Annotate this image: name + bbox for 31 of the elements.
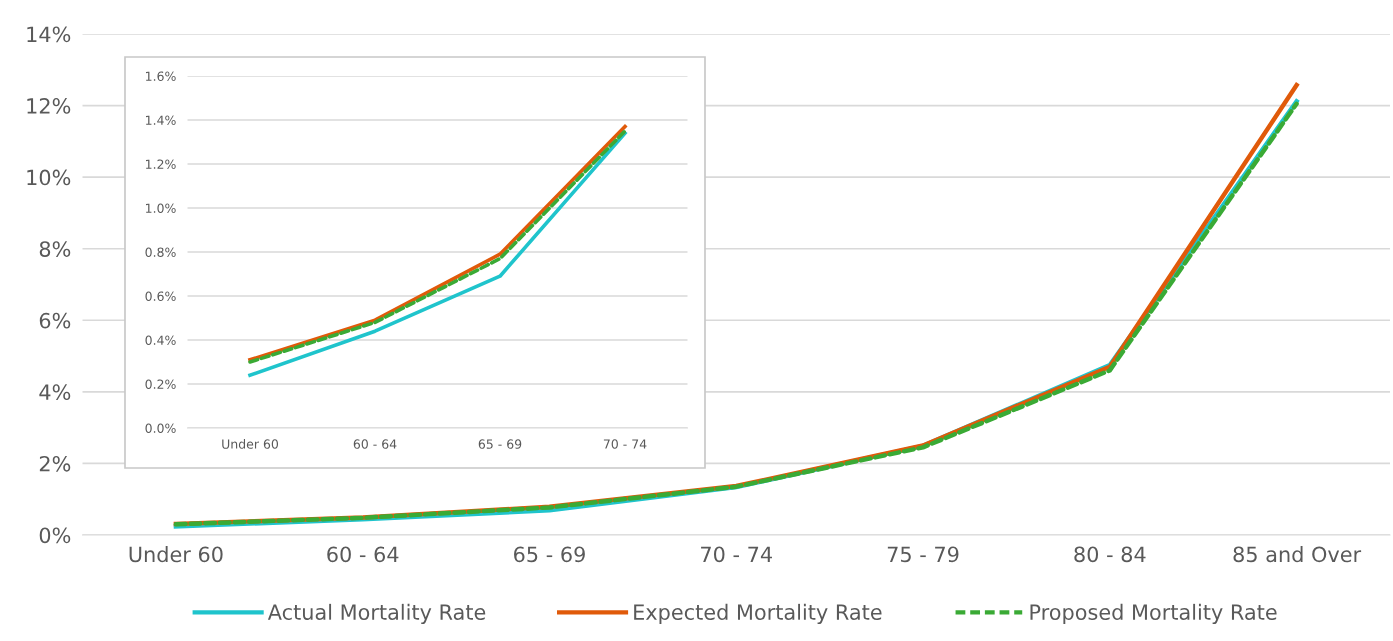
x-tick-label: 60 - 64 bbox=[327, 546, 399, 563]
y-tick-label: 12% bbox=[27, 98, 71, 114]
y-tick-label: 2% bbox=[39, 455, 71, 472]
y-tick-label: 1.2% bbox=[146, 159, 176, 169]
x-tick-label: 65 - 69 bbox=[478, 439, 522, 449]
x-tick-label: 80 - 84 bbox=[1074, 546, 1146, 563]
x-tick-label: Under 60 bbox=[222, 439, 279, 449]
y-tick-label: 1.6% bbox=[146, 71, 176, 81]
x-tick-label: 85 and Over bbox=[1233, 546, 1362, 563]
y-tick-label: 0.8% bbox=[145, 247, 176, 257]
y-tick-label: 14% bbox=[27, 26, 71, 43]
x-tick-label: 65 - 69 bbox=[514, 546, 585, 563]
y-tick-label: 0.0% bbox=[145, 423, 176, 433]
y-tick-label: 0% bbox=[39, 527, 71, 544]
legend-label: Proposed Mortality Rate bbox=[1030, 603, 1277, 625]
y-tick-label: 1.0% bbox=[146, 203, 176, 213]
x-tick-label: 75 - 79 bbox=[887, 546, 959, 563]
x-tick-label: 70 - 74 bbox=[603, 439, 647, 449]
y-tick-label: 0.4% bbox=[145, 335, 176, 345]
y-tick-label: 8% bbox=[39, 241, 71, 257]
x-tick-label: Under 60 bbox=[129, 546, 223, 563]
y-tick-label: 6% bbox=[39, 312, 71, 329]
x-tick-label: 60 - 64 bbox=[353, 439, 397, 449]
y-tick-label: 10% bbox=[27, 169, 71, 186]
y-tick-label: 0.2% bbox=[145, 379, 176, 389]
x-tick-label: 70 - 74 bbox=[701, 546, 772, 563]
y-tick-label: 1.4% bbox=[146, 115, 176, 125]
legend-label: Expected Mortality Rate bbox=[634, 603, 882, 625]
y-tick-label: 0.6% bbox=[145, 291, 176, 301]
legend-label: Actual Mortality Rate bbox=[267, 603, 486, 625]
y-tick-label: 4% bbox=[39, 384, 71, 401]
